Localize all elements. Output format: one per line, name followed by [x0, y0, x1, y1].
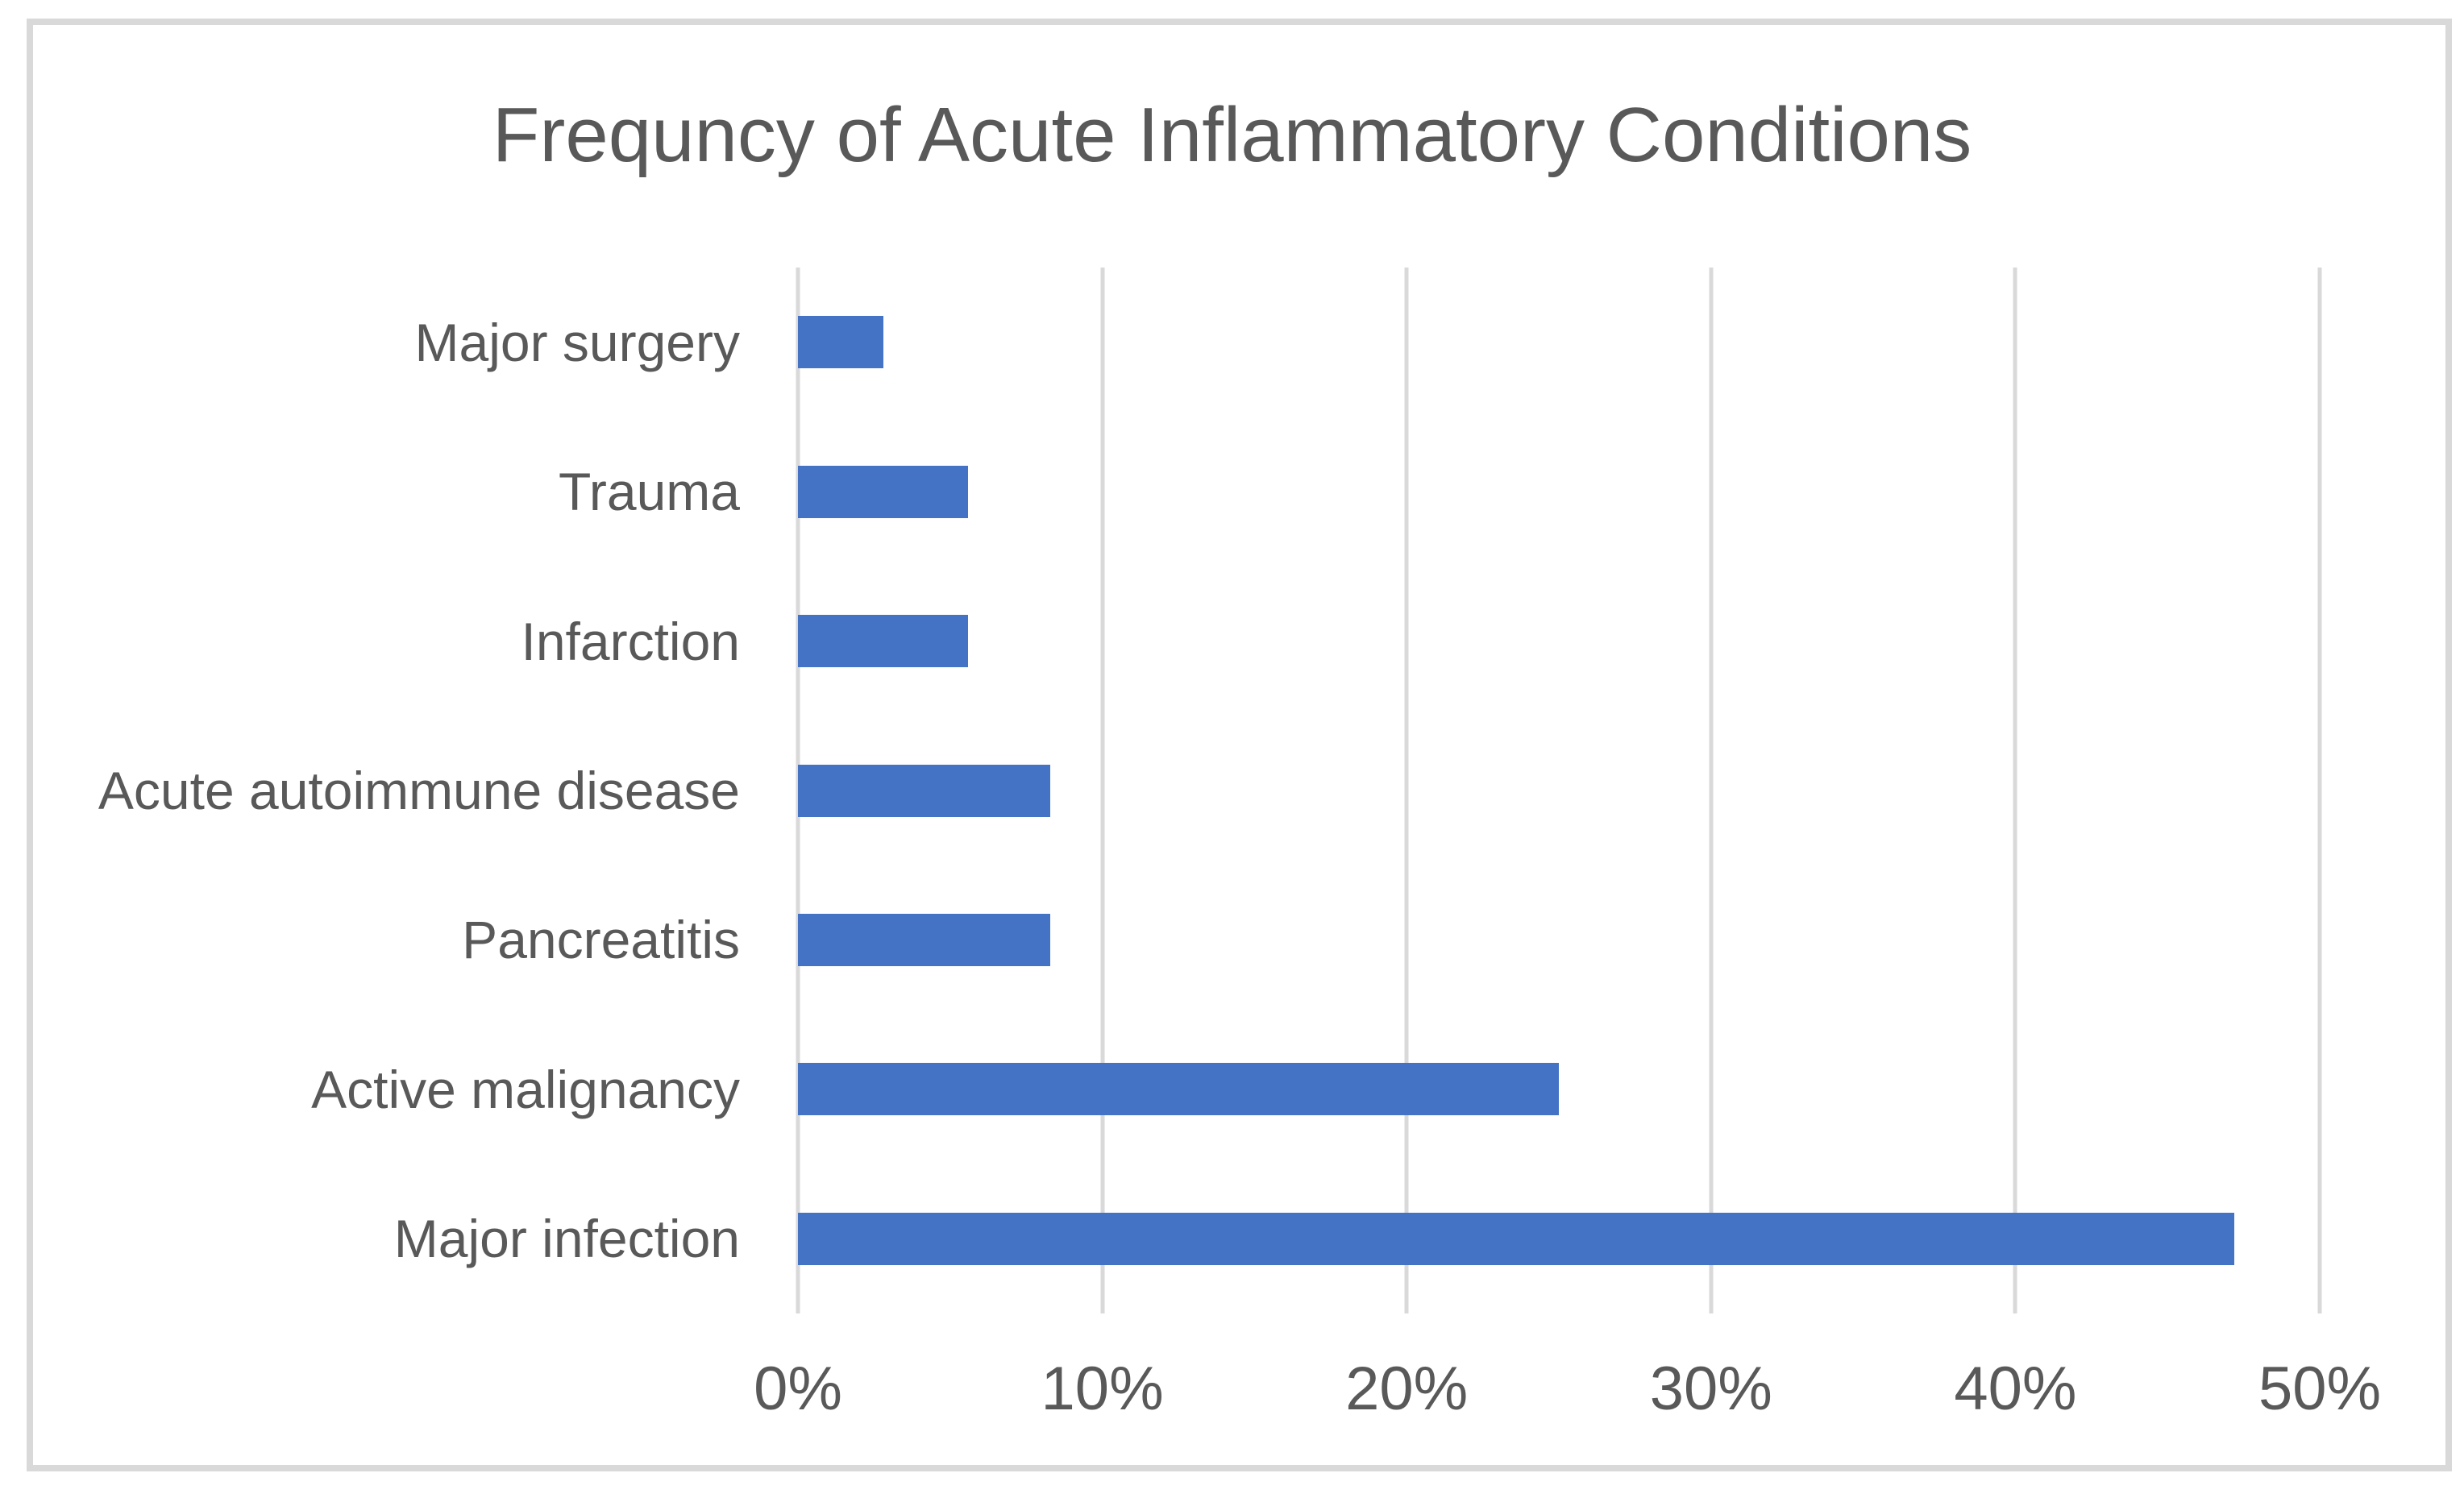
category-label-pancreatitis: Pancreatitis	[462, 910, 740, 970]
gridline-30%	[1709, 268, 1714, 1313]
bar-infarction	[798, 615, 969, 668]
bar-active-malignancy	[798, 1063, 1559, 1116]
bar-trauma	[798, 465, 969, 518]
gridline-50%	[2317, 268, 2322, 1313]
category-label-major-surgery: Major surgery	[414, 312, 740, 372]
x-tick-label-30%: 30%	[1649, 1355, 1772, 1423]
bar-acute-autoimmune-disease	[798, 764, 1051, 817]
x-tick-label-40%: 40%	[1954, 1355, 2077, 1423]
gridline-10%	[1100, 268, 1105, 1313]
category-label-infarction: Infarction	[521, 611, 740, 671]
category-label-trauma: Trauma	[559, 462, 740, 522]
gridline-20%	[1404, 268, 1409, 1313]
x-tick-label-50%: 50%	[2258, 1355, 2382, 1423]
gridline-40%	[2013, 268, 2017, 1313]
x-tick-label-20%: 20%	[1345, 1355, 1469, 1423]
x-tick-label-0%: 0%	[754, 1355, 842, 1423]
plot-area	[796, 268, 2322, 1313]
chart-title: Frequncy of Acute Inflammatory Condition…	[492, 92, 1972, 178]
bar-major-infection	[798, 1212, 2235, 1265]
category-label-acute-autoimmune-disease: Acute autoimmune disease	[98, 760, 740, 820]
x-tick-label-10%: 10%	[1041, 1355, 1164, 1423]
bar-pancreatitis	[798, 913, 1051, 966]
value-axis-labels: 0% 10% 20% 30% 40% 50%	[754, 1355, 2381, 1431]
bar-major-surgery	[798, 316, 883, 369]
category-label-active-malignancy: Active malignancy	[311, 1059, 740, 1119]
category-label-major-infection: Major infection	[393, 1209, 740, 1269]
